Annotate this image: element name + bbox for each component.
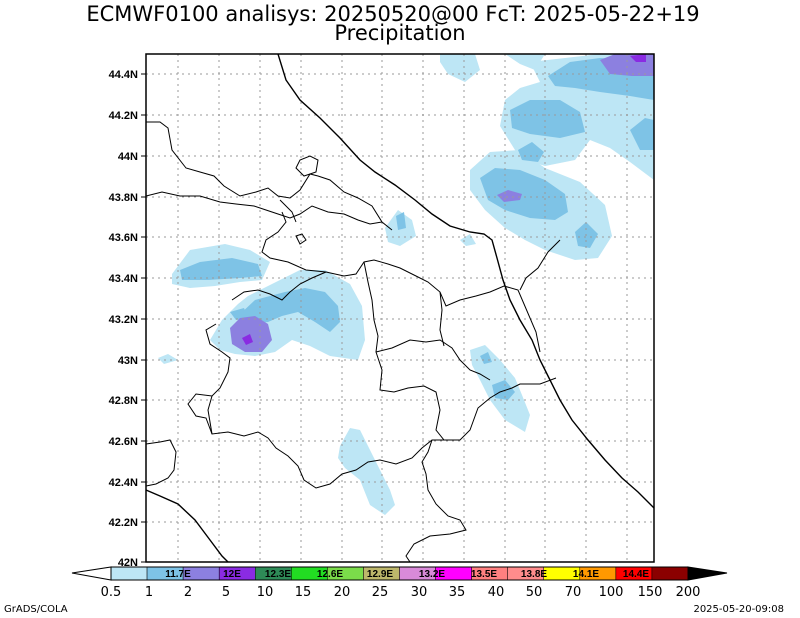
west-coastline: [146, 489, 229, 562]
map-grid: [146, 54, 654, 562]
precip-level-5: [242, 54, 646, 345]
footer-credit: GrADS/COLA: [4, 604, 68, 615]
lon-label: 12.6E: [317, 569, 343, 580]
colorbar-label: 35: [449, 585, 466, 600]
lat-ticks: [141, 73, 146, 563]
lat-label: 43N: [118, 355, 138, 367]
lon-label: 14.1E: [573, 569, 599, 580]
colorbar-label: 200: [676, 585, 701, 600]
colorbar-label: 5: [222, 585, 230, 600]
lat-label: 43.4N: [109, 273, 138, 285]
lat-label: 42.8N: [109, 395, 138, 407]
lon-label: 13.5E: [471, 569, 497, 580]
lat-label: 43.2N: [109, 314, 138, 326]
lat-label: 44.4N: [109, 69, 138, 81]
lat-label: 44N: [118, 151, 138, 163]
plot-frame: [145, 53, 655, 563]
colorbar: 11.7E 12E 12.3E 12.6E 12.9E 13.2E 13.5E …: [71, 566, 728, 600]
colorbar-box: [651, 566, 689, 581]
colorbar-label: 25: [372, 585, 389, 600]
precip-level-1: [180, 58, 654, 400]
lat-label: 43.8N: [109, 192, 138, 204]
colorbar-label: 30: [411, 585, 428, 600]
lon-label: 12E: [223, 569, 241, 580]
colorbar-label: 2: [184, 585, 192, 600]
colorbar-frame: [110, 566, 689, 581]
lat-label: 42N: [118, 557, 138, 569]
lon-label: 12.9E: [367, 569, 393, 580]
regional-borders: [146, 121, 561, 562]
colorbar-label: 1: [145, 585, 153, 600]
lon-label: 13.8E: [521, 569, 547, 580]
colorbar-label: 15: [295, 585, 312, 600]
colorbar-label: 20: [334, 585, 351, 600]
colorbar-label: 0.5: [101, 585, 122, 600]
footer-timestamp: 2025-05-20-09:08: [693, 604, 784, 615]
colorbar-label: 100: [599, 585, 624, 600]
colorbar-label: 150: [638, 585, 663, 600]
colorbar-boxes: [110, 566, 689, 581]
colorbar-right-arrow: [687, 566, 728, 581]
lat-label: 43.6N: [109, 232, 138, 244]
title-line2: Precipitation: [334, 21, 465, 45]
colorbar-label: 10: [257, 585, 274, 600]
title-line1: ECMWF0100 analisys: 20250520@00 FcT: 202…: [86, 2, 699, 26]
lat-label: 42.2N: [109, 517, 138, 529]
colorbar-label: 50: [526, 585, 543, 600]
colorbar-label: 40: [488, 585, 505, 600]
lat-label: 42.6N: [109, 436, 138, 448]
lon-label: 14.4E: [623, 569, 649, 580]
lat-label: 42.4N: [109, 477, 138, 489]
lon-label: 13.2E: [419, 569, 445, 580]
lon-label: 12.3E: [265, 569, 291, 580]
colorbar-left-arrow: [71, 566, 112, 581]
coastline: [277, 54, 654, 509]
lon-label: 11.7E: [165, 569, 191, 580]
lat-labels: 44.4N 44.2N 44N 43.8N 43.6N 43.4N 43.2N …: [109, 69, 138, 569]
lat-label: 44.2N: [109, 110, 138, 122]
coastline-borders: [146, 54, 654, 562]
colorbar-box: [110, 566, 148, 581]
colorbar-label: 70: [565, 585, 582, 600]
